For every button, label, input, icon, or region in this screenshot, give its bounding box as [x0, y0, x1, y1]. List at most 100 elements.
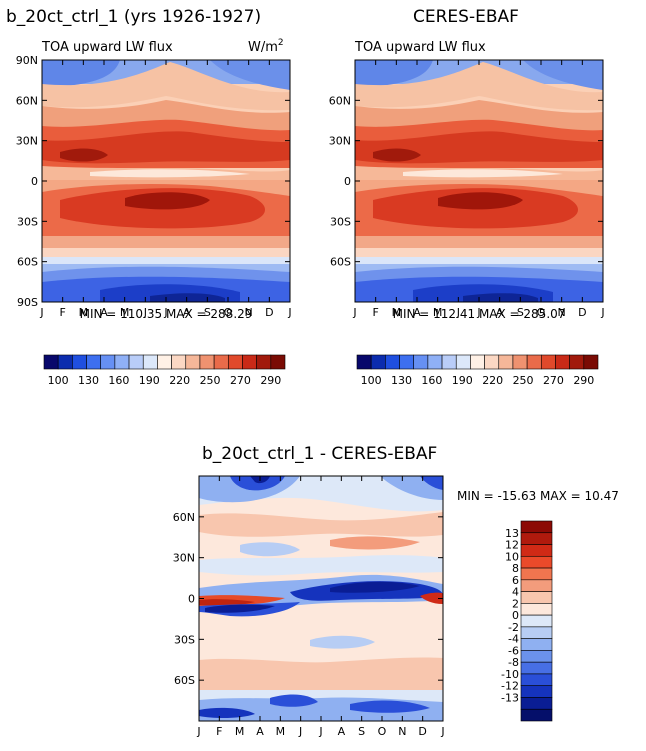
y-tick-label: 30S [17, 215, 38, 228]
colorbar-label: -6 [508, 644, 519, 657]
colorbar-label: 250 [200, 374, 221, 387]
colorbar-swatch [213, 354, 229, 370]
colorbar-label: 100 [361, 374, 382, 387]
colorbar-swatch [270, 354, 286, 370]
colorbar-label: 12 [505, 539, 519, 552]
colorbar-swatch [569, 354, 585, 370]
x-tick-label: M [276, 725, 286, 738]
colorbar-label: -10 [501, 668, 519, 681]
x-tick-label: F [60, 306, 66, 319]
y-tick-label: 60S [174, 674, 195, 687]
colorbar-swatch [57, 354, 73, 370]
x-tick-label: A [100, 306, 108, 319]
colorbar-swatch [413, 354, 429, 370]
left-panel-subtitle: TOA upward LW flux [41, 40, 173, 55]
x-tick-label: O [224, 306, 233, 319]
observation-stats: MIN = 112.41 MAX = 285.07 [393, 307, 566, 321]
colorbar-label: 130 [78, 374, 99, 387]
y-tick-label: 0 [344, 175, 351, 188]
y-tick-label: 90N [16, 54, 38, 67]
x-tick-label: O [378, 725, 387, 738]
x-tick-label: J [352, 306, 356, 319]
left-panel-units: W/m2 [248, 38, 284, 55]
colorbar-label: -4 [508, 633, 519, 646]
colorbar-label: 2 [512, 597, 519, 610]
observation-contour-panel [355, 60, 603, 302]
difference-contour-panel [199, 476, 443, 721]
colorbar-swatch [370, 354, 386, 370]
colorbar-label: 190 [452, 374, 473, 387]
x-tick-label: N [245, 306, 253, 319]
colorbar-label: 290 [260, 374, 281, 387]
x-tick-label: D [578, 306, 586, 319]
y-tick-label: 30S [330, 215, 351, 228]
colorbar-swatch [526, 354, 542, 370]
x-tick-label: A [256, 725, 264, 738]
x-tick-label: S [204, 306, 211, 319]
x-tick-label: O [537, 306, 546, 319]
colorbar-swatch [128, 354, 144, 370]
colorbar-swatch [520, 708, 553, 722]
x-tick-label: M [120, 306, 130, 319]
colorbar-label: -2 [508, 621, 519, 634]
colorbar-swatch [520, 579, 553, 592]
colorbar-swatch [520, 626, 553, 639]
y-tick-label: 0 [31, 175, 38, 188]
colorbar-swatch [520, 532, 553, 545]
y-tick-label: 30N [16, 135, 38, 148]
colorbar-label: 13 [505, 527, 519, 540]
x-tick-label: M [235, 725, 245, 738]
colorbar-swatch [583, 354, 599, 370]
colorbar-swatch [142, 354, 158, 370]
colorbar-label: 220 [169, 374, 190, 387]
x-tick-label: J [163, 306, 167, 319]
colorbar-label: 160 [108, 374, 129, 387]
x-tick-label: D [418, 725, 426, 738]
y-tick-label: 60N [16, 94, 38, 107]
x-tick-label: J [196, 725, 200, 738]
colorbar-swatch [227, 354, 243, 370]
x-tick-label: J [600, 306, 604, 319]
colorbar-swatch [356, 354, 372, 370]
colorbar-swatch [455, 354, 471, 370]
x-tick-label: J [440, 725, 444, 738]
colorbar-swatch [520, 567, 553, 581]
colorbar-swatch [520, 614, 553, 628]
colorbar-swatch [171, 354, 187, 370]
x-tick-label: N [398, 725, 406, 738]
colorbar-swatch [512, 354, 528, 370]
colorbar-swatch [470, 354, 485, 370]
x-tick-label: J [298, 725, 302, 738]
colorbar-swatch [43, 354, 59, 370]
colorbar-swatch [540, 354, 556, 370]
colorbar-swatch [520, 638, 553, 651]
x-tick-label: A [183, 306, 191, 319]
colorbar-swatch [100, 354, 116, 370]
colorbar-swatch [520, 591, 553, 604]
colorbar-swatch [520, 685, 553, 698]
x-tick-label: S [358, 725, 365, 738]
colorbar-label: 8 [512, 562, 519, 575]
colorbar-swatch [555, 354, 570, 370]
right-panel-title: CERES-EBAF [413, 7, 519, 27]
x-tick-label: M [433, 306, 443, 319]
colorbar-swatch [86, 354, 102, 370]
x-tick-label: F [373, 306, 379, 319]
y-tick-label: 0 [188, 593, 195, 606]
y-tick-label: 60S [330, 256, 351, 269]
colorbar-swatch [114, 354, 130, 370]
y-tick-label: 90S [17, 296, 38, 309]
x-tick-label: A [496, 306, 504, 319]
right-panel-subtitle: TOA upward LW flux [354, 40, 486, 55]
y-tick-label: 30N [173, 552, 195, 565]
units-superscript: 2 [278, 38, 284, 48]
x-tick-label: J [39, 306, 43, 319]
x-tick-label: N [558, 306, 566, 319]
x-tick-label: J [287, 306, 291, 319]
colorbar-label: 250 [513, 374, 534, 387]
x-tick-label: F [216, 725, 222, 738]
